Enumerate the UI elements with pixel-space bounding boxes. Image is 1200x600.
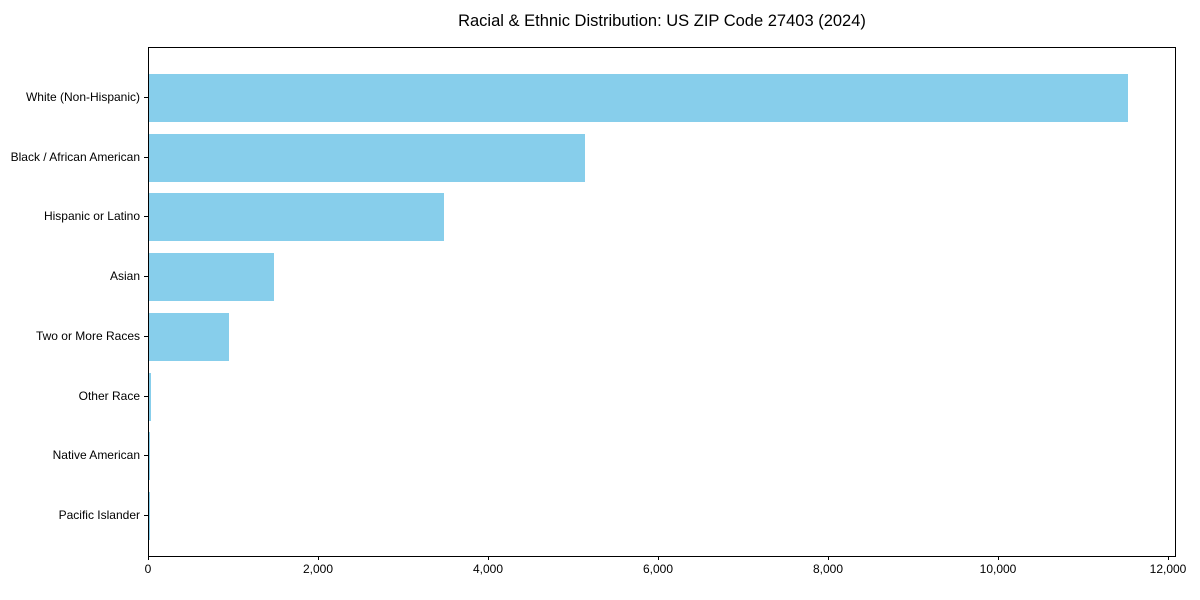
x-tick-label: 4,000 (472, 562, 504, 576)
x-tick-mark (488, 556, 489, 560)
bar (149, 193, 444, 242)
y-tick-label: Other Race (78, 388, 140, 403)
y-tick-label: Native American (52, 448, 140, 463)
bar (149, 312, 229, 361)
y-tick-label: Pacific Islander (58, 507, 140, 522)
y-tick-label: Black / African American (10, 149, 140, 164)
bar (149, 432, 150, 481)
chart-title: Racial & Ethnic Distribution: US ZIP Cod… (458, 12, 866, 30)
y-tick-label: Hispanic or Latino (43, 209, 140, 224)
y-tick-mark (144, 216, 148, 218)
x-tick-label: 8,000 (812, 562, 844, 576)
bar (149, 74, 1129, 122)
x-tick-label: 6,000 (642, 562, 674, 576)
bar (149, 372, 151, 421)
y-tick-mark (144, 97, 148, 98)
x-tick-mark (658, 556, 659, 560)
x-tick-mark (148, 556, 149, 560)
x-tick-mark (998, 556, 999, 560)
y-tick-mark (144, 455, 148, 457)
y-tick-label: White (Non-Hispanic) (25, 90, 140, 104)
bar (149, 133, 586, 182)
x-tick-label: 2,000 (302, 562, 334, 576)
y-tick-mark (144, 335, 148, 337)
x-tick-label: 0 (144, 562, 152, 576)
bar (149, 253, 274, 302)
x-tick-mark (828, 556, 829, 560)
x-tick-mark (1168, 556, 1169, 560)
y-tick-mark (144, 156, 148, 158)
x-tick-label: 10,000 (979, 562, 1017, 576)
x-tick-mark (318, 556, 319, 560)
y-tick-mark (144, 514, 148, 516)
y-tick-label: Asian (109, 269, 140, 284)
plot-area (148, 47, 1176, 557)
y-tick-label: Two or More Races (35, 328, 140, 343)
y-tick-mark (144, 276, 148, 278)
x-tick-label: 12,000 (1149, 562, 1187, 576)
y-tick-mark (144, 395, 148, 397)
